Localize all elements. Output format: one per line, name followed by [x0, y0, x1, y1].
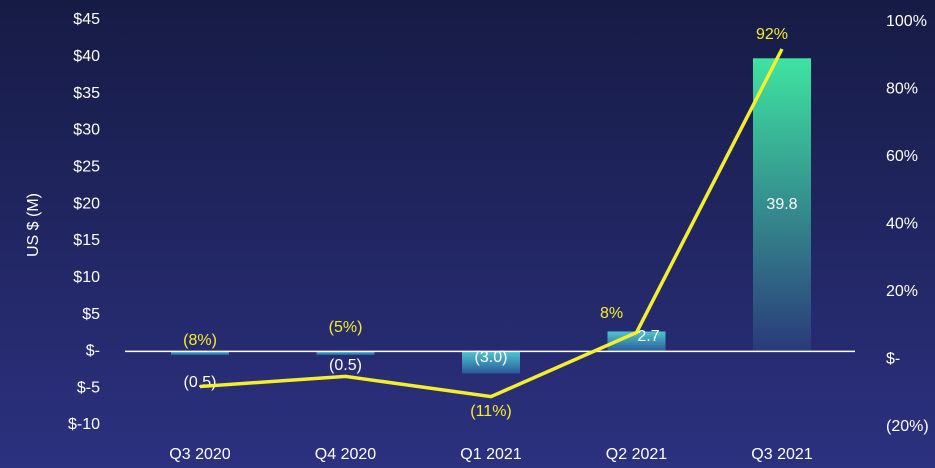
bar-label: 2.7 [637, 328, 659, 345]
y-tick-label: $35 [73, 85, 100, 102]
bar [462, 351, 520, 374]
bar [753, 58, 811, 352]
y-tick-label: $20 [73, 195, 100, 212]
y-tick-label: $40 [73, 48, 100, 65]
y-tick-label: $30 [73, 122, 100, 139]
y-tick-label: $5 [82, 306, 100, 323]
bar [607, 331, 666, 352]
x-tick-label: Q2 2021 [606, 446, 667, 463]
bar [171, 351, 229, 356]
y2-tick-label: 80% [886, 81, 918, 98]
bar-label: 39.8 [766, 196, 797, 213]
x-tick-label: Q4 2020 [315, 446, 376, 463]
line-label: 8% [600, 305, 623, 322]
y2-tick-label: (20%) [886, 418, 929, 435]
line-label: (5%) [329, 319, 363, 336]
y-axis-label: US $ (M) [25, 193, 42, 257]
y-tick-label: $15 [73, 232, 100, 249]
y-tick-label: $10 [73, 269, 100, 286]
bar-label: (3.0) [475, 349, 508, 366]
line-label: (11%) [470, 403, 512, 420]
y-tick-label: $25 [73, 158, 100, 175]
y-tick-label: $45 [73, 11, 100, 28]
x-tick-label: Q3 2020 [169, 446, 230, 463]
y2-tick-label: 100% [886, 13, 927, 30]
y2-tick-label: 40% [886, 216, 918, 233]
y2-tick-label: 20% [886, 283, 918, 300]
y-tick-label: $-5 [77, 379, 100, 396]
bar-label: (0.5) [329, 357, 362, 374]
line-label: 92% [756, 26, 788, 43]
line-label: (8%) [183, 332, 217, 349]
y2-tick-label: 60% [886, 148, 918, 165]
x-tick-label: Q3 2021 [751, 446, 812, 463]
bar-label: (0.5) [184, 374, 217, 391]
line [199, 48, 784, 399]
bar [316, 351, 375, 356]
x-tick-label: Q1 2021 [460, 446, 521, 463]
y2-tick-label: $- [886, 351, 900, 368]
y-tick-label: $- [86, 343, 100, 360]
y-tick-label: $-10 [68, 416, 100, 433]
